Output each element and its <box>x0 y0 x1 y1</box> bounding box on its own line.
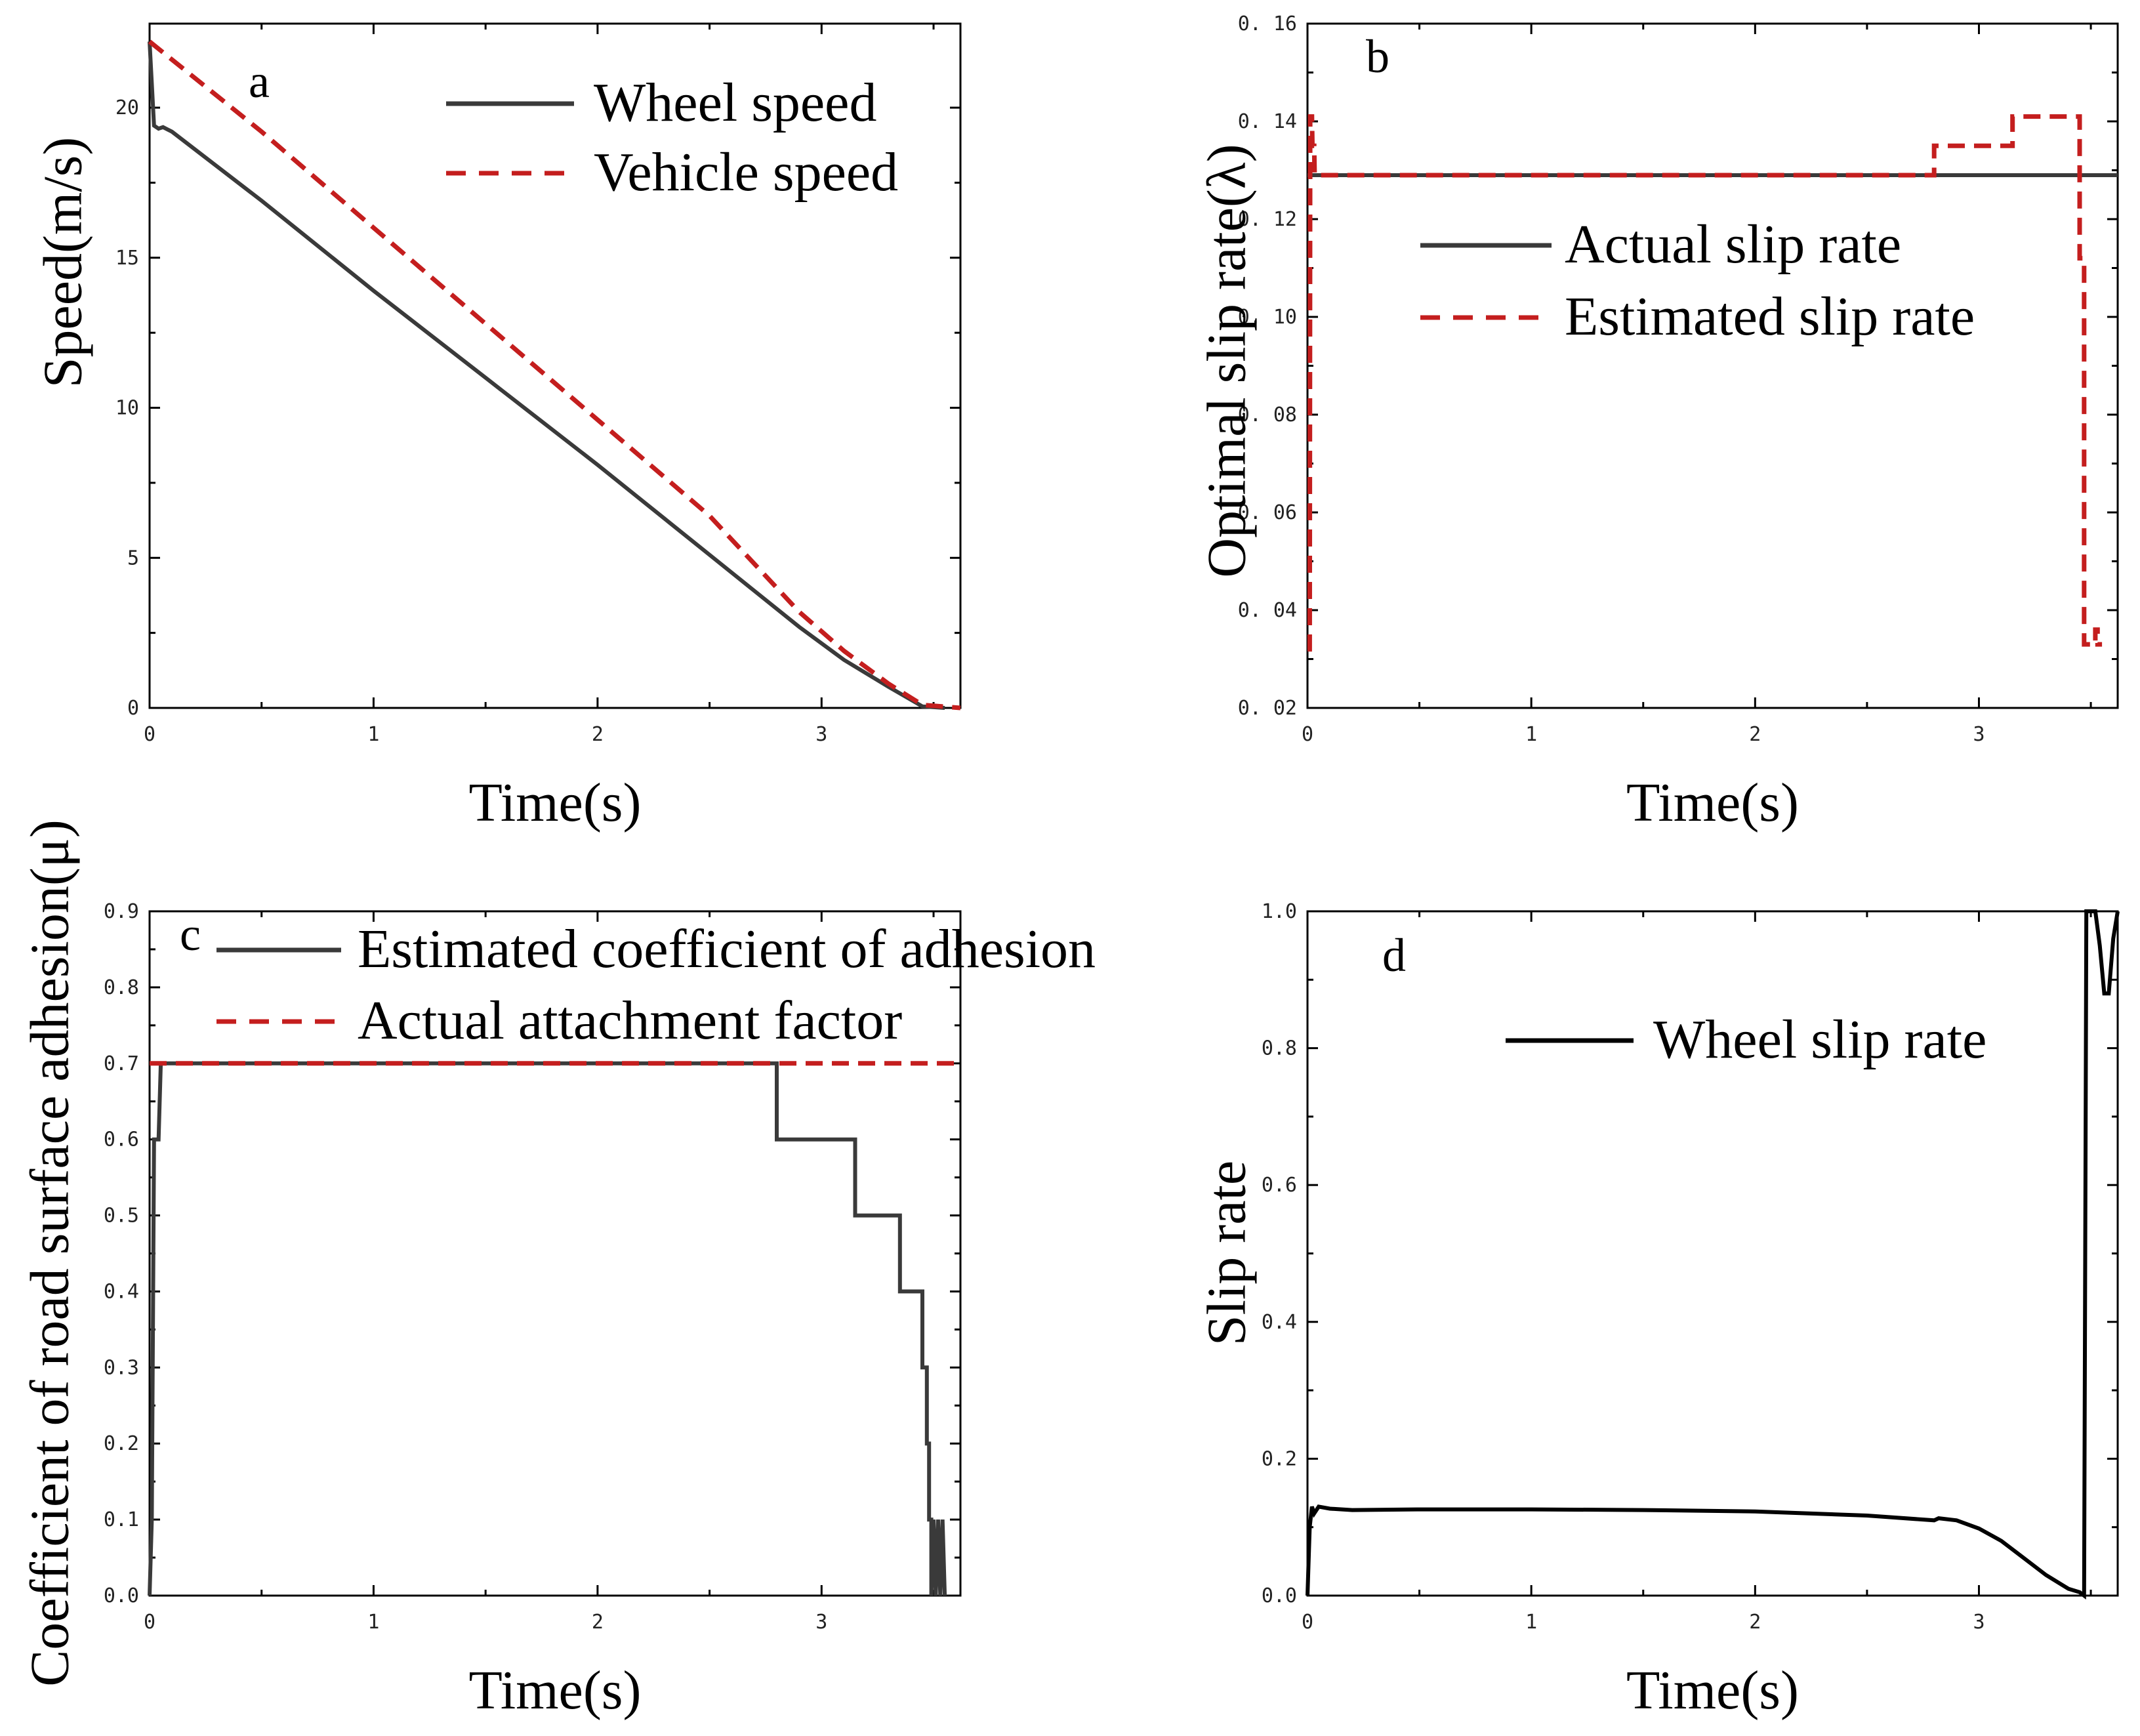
legend-label: Estimated slip rate <box>1565 286 1975 347</box>
panel-letter: d <box>1382 929 1406 982</box>
x-tick-label: 2 <box>592 723 604 746</box>
x-tick-label: 0 <box>144 723 155 746</box>
x-tick-label: 1 <box>1525 1611 1537 1634</box>
y-tick-label: 0.7 <box>104 1052 139 1075</box>
legend-label: Vehicle speed <box>594 142 898 203</box>
legend: Estimated coefficient of adhesion Actual … <box>216 919 1096 1051</box>
legend: Wheel slip rate <box>1506 1009 1986 1070</box>
x-tick-label: 2 <box>1749 1611 1761 1634</box>
plot-frame <box>1306 22 2119 709</box>
series-line-estimated-slip-rate <box>1307 114 2103 652</box>
y-tick-label: 0.6 <box>1262 1174 1297 1197</box>
y-tick-label: 0.1 <box>104 1508 139 1531</box>
y-axis-title: Coefficient of road surface adhesion(μ) <box>20 819 81 1687</box>
series-line-wheel-speed <box>148 41 945 710</box>
y-tick-label: 0.8 <box>1262 1037 1297 1060</box>
x-tick-label: 0 <box>1302 1611 1313 1634</box>
y-tick-label: 5 <box>127 547 139 569</box>
x-tick-label: 2 <box>1749 723 1761 746</box>
series-line-vehicle-speed <box>148 39 961 711</box>
x-tick-label: 3 <box>1973 723 1985 746</box>
y-tick-label: 0.4 <box>104 1280 139 1303</box>
x-tick-label: 3 <box>815 1611 827 1634</box>
chart-panel-b: 0 1 2 3 0. 02 0. 04 0. 06 0. 08 0. 10 0. 12 0. 14 0… <box>1197 12 2119 833</box>
x-tick-label: 1 <box>1525 723 1537 746</box>
legend-label: Actual slip rate <box>1565 214 1901 275</box>
legend-label: Actual attachment factor <box>358 990 902 1051</box>
x-tick-label: 0 <box>1302 723 1313 746</box>
y-tick-label: 0 <box>127 697 139 720</box>
legend: Wheel speed Vehicle speed <box>446 72 898 203</box>
y-tick-label: 0. 10 <box>1238 306 1297 329</box>
y-axis-title: Speed(m/s) <box>33 137 94 388</box>
y-axis-title: Optimal slip rate(λ) <box>1197 144 1258 577</box>
x-axis-title: Time(s) <box>469 772 642 833</box>
x-tick-label: 1 <box>367 1611 379 1634</box>
y-tick-label: 0. 06 <box>1238 501 1297 524</box>
plot-frame <box>148 22 962 709</box>
y-tick-label: 0.6 <box>104 1128 139 1151</box>
legend-label: Wheel slip rate <box>1653 1009 1986 1070</box>
y-tick-label: 0.3 <box>104 1356 139 1379</box>
chart-panel-c: 0 1 2 3 0.0 0.1 0.2 0.3 0.4 0.5 0.6 0.7 0.8 0.9 Time(s… <box>20 819 1096 1721</box>
panel-letter: a <box>249 55 270 108</box>
y-tick-label: 0.8 <box>104 976 139 999</box>
y-tick-label: 0. 04 <box>1238 599 1297 622</box>
y-tick-label: 0.4 <box>1262 1311 1297 1334</box>
y-tick-label: 0.2 <box>104 1432 139 1455</box>
y-tick-label: 15 <box>115 247 139 270</box>
x-axis-title: Time(s) <box>469 1660 642 1721</box>
x-tick-label: 1 <box>367 723 379 746</box>
panel-letter: b <box>1366 30 1389 83</box>
y-tick-label: 20 <box>115 96 139 119</box>
y-tick-label: 0.9 <box>104 900 139 923</box>
y-tick-label: 0. 16 <box>1238 12 1297 35</box>
series-line-wheel-slip-rate <box>1306 909 2120 1600</box>
chart-panel-a: 0 1 2 3 0 5 10 15 20 Time(s) Speed(m/s) a Wheel spee… <box>33 22 962 833</box>
legend: Actual slip rate Estimated slip rate <box>1420 214 1975 347</box>
y-tick-label: 0.2 <box>1262 1447 1297 1470</box>
x-tick-label: 0 <box>144 1611 155 1634</box>
x-tick-label: 2 <box>592 1611 604 1634</box>
panel-letter: c <box>180 908 201 961</box>
y-tick-label: 1.0 <box>1262 900 1297 923</box>
x-tick-label: 3 <box>815 723 827 746</box>
y-tick-label: 0.0 <box>104 1584 139 1607</box>
chart-panel-d: 0 1 2 3 0.0 0.2 0.4 0.6 0.8 1.0 Time(s) Slip rate d W… <box>1197 900 2120 1721</box>
y-tick-label: 0. 14 <box>1238 110 1297 133</box>
y-tick-label: 0. 12 <box>1238 208 1297 231</box>
x-axis-title: Time(s) <box>1626 1660 1799 1721</box>
y-tick-label: 0.5 <box>104 1205 139 1228</box>
legend-label: Estimated coefficient of adhesion <box>358 919 1096 980</box>
x-tick-label: 3 <box>1973 1611 1985 1634</box>
y-tick-label: 0.0 <box>1262 1584 1297 1607</box>
y-tick-label: 10 <box>115 397 139 420</box>
y-tick-label: 0. 08 <box>1238 403 1297 426</box>
y-tick-label: 0. 02 <box>1238 697 1297 720</box>
series-line-estimated-coefficient-of-adhesion <box>148 1061 947 1596</box>
x-axis-title: Time(s) <box>1626 772 1799 833</box>
legend-label: Wheel speed <box>594 72 876 133</box>
y-axis-title: Slip rate <box>1197 1161 1258 1346</box>
